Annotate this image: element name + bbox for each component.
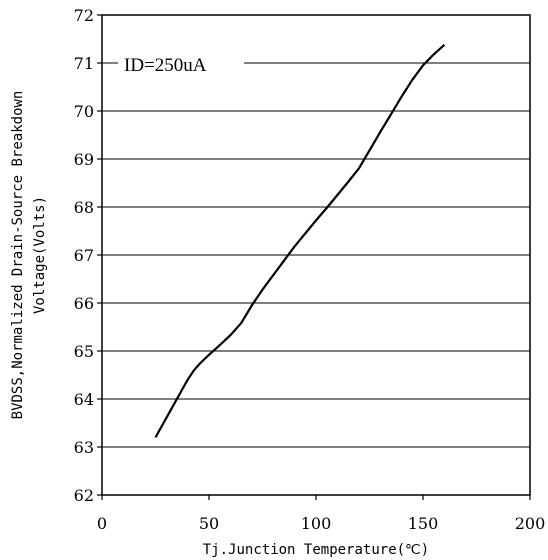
series-line	[154, 43, 446, 438]
y-tick-label: 64	[74, 390, 94, 409]
y-tick-label: 66	[74, 294, 94, 313]
y-tick-label: 70	[74, 102, 94, 121]
annotation-label: ID=250uA	[124, 55, 207, 76]
y-tick-label: 63	[74, 438, 94, 457]
x-tick-label: 0	[97, 514, 107, 533]
y-tick-label: 62	[74, 486, 94, 505]
y-axis-ticks: 62 63 64 65 66 67 68 69 70 71 72	[74, 6, 102, 505]
x-axis-ticks: 0 50 100 150 200	[97, 495, 545, 533]
y-tick-label: 72	[74, 6, 94, 25]
y-tick-label: 71	[74, 54, 94, 73]
x-tick-label: 50	[199, 514, 219, 533]
x-tick-label: 200	[515, 514, 546, 533]
annotation-background	[118, 52, 244, 74]
x-axis-title: Tj.Junction Temperature(℃)	[203, 542, 429, 558]
x-tick-label: 150	[408, 514, 439, 533]
y-tick-label: 69	[74, 150, 94, 169]
y-axis-title-line2: Voltage(Volts)	[32, 196, 48, 314]
y-tick-label: 67	[74, 246, 94, 265]
series-group	[154, 43, 446, 438]
y-tick-label: 68	[74, 198, 94, 217]
y-tick-label: 65	[74, 342, 94, 361]
x-tick-label: 100	[301, 514, 332, 533]
y-axis-title-line1: BVDSS,Normalized Drain-Source Breakdown	[10, 91, 26, 420]
